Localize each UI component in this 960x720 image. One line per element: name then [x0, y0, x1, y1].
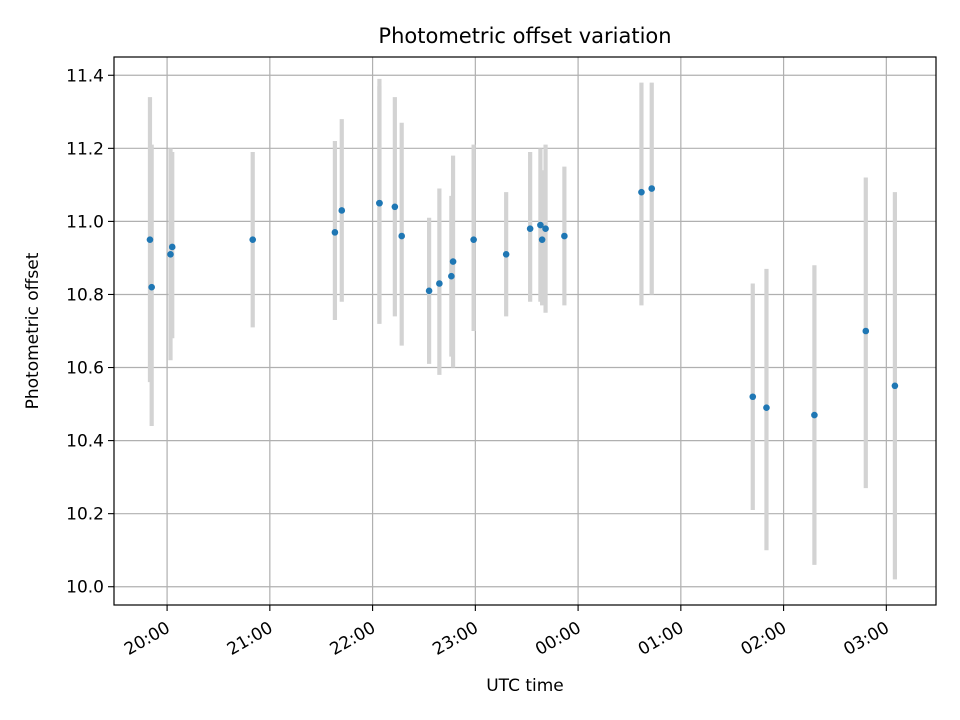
data-point: [338, 207, 346, 214]
data-point: [148, 283, 155, 291]
data-point: [449, 258, 457, 265]
data-point: [425, 287, 433, 295]
y-tick-label: 10.0: [66, 578, 104, 598]
data-point: [146, 236, 154, 243]
data-point: [749, 393, 757, 401]
data-point: [862, 327, 870, 335]
y-axis-label: Photometric offset: [23, 252, 43, 409]
y-tick-label: 10.2: [66, 505, 104, 525]
data-point: [391, 203, 399, 211]
x-axis-label: UTC time: [486, 676, 564, 696]
y-tick-label: 11.2: [66, 139, 104, 159]
data-point: [168, 243, 176, 251]
data-point: [526, 225, 534, 233]
data-point: [561, 232, 568, 240]
data-point: [436, 280, 443, 287]
y-tick-label: 10.4: [66, 432, 104, 452]
data-point: [538, 236, 546, 243]
plot-frame: [113, 56, 937, 606]
data-point: [763, 404, 770, 412]
data-point: [638, 188, 645, 196]
data-point: [448, 272, 455, 280]
chart-title: Photometric offset variation: [378, 24, 671, 48]
data-point: [502, 250, 510, 258]
data-point: [167, 250, 174, 258]
y-tick-label: 10.8: [66, 285, 104, 305]
data-point: [811, 411, 818, 419]
data-point: [249, 236, 257, 243]
data-point: [331, 229, 339, 236]
y-tick-label: 10.6: [66, 359, 104, 379]
data-point: [648, 185, 656, 192]
grid-lines: [114, 57, 936, 605]
data-point: [542, 225, 549, 233]
axis-ticks: 20:00 21:00 22:00 23:00 00:00 01:00 02:00 03:00…: [66, 66, 893, 660]
data-point: [470, 236, 477, 243]
data-points: [146, 185, 899, 419]
data-point: [376, 199, 383, 207]
data-point: [537, 221, 544, 229]
data-point: [398, 232, 406, 240]
y-tick-label: 11.4: [66, 66, 104, 86]
data-point: [891, 382, 899, 390]
y-tick-label: 11.0: [66, 212, 104, 232]
